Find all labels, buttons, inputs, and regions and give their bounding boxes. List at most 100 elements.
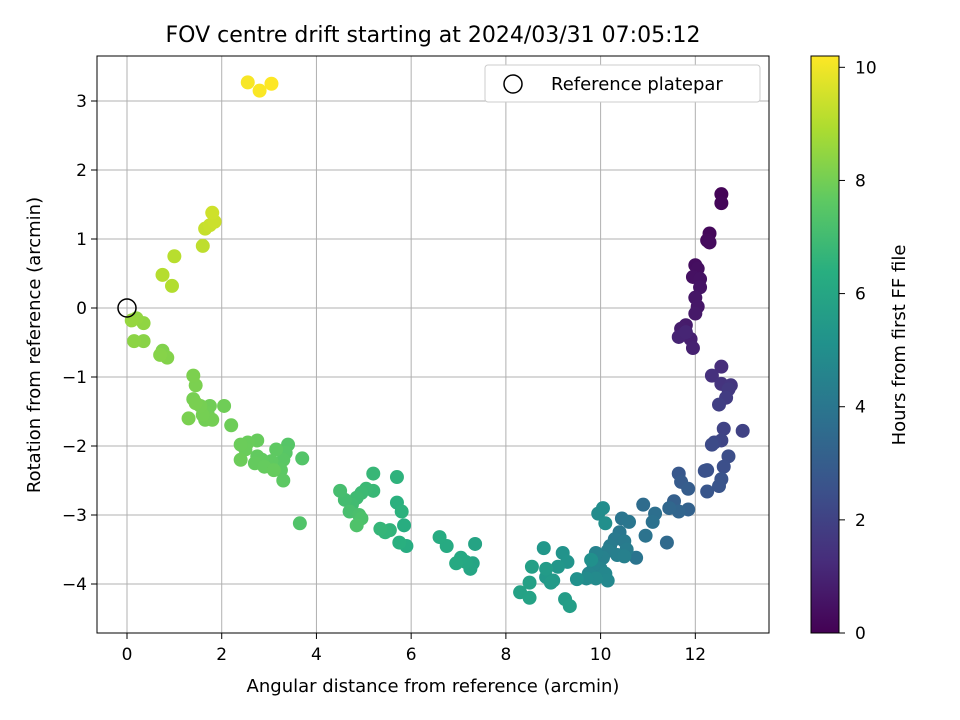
y-tick-label: −3 (62, 506, 87, 526)
data-point (678, 325, 693, 340)
data-point (295, 451, 310, 466)
data-point (164, 278, 179, 293)
x-axis-label: Angular distance from reference (arcmin) (247, 676, 620, 697)
data-point (735, 423, 750, 438)
data-point (636, 497, 651, 512)
chart-title: FOV centre drift starting at 2024/03/31 … (166, 23, 701, 48)
data-point (524, 559, 539, 574)
data-point (153, 347, 168, 362)
legend-entry: Reference platepar (551, 74, 723, 95)
x-tick-label: 8 (500, 645, 511, 665)
x-tick-label: 10 (590, 645, 612, 665)
data-point (704, 437, 719, 452)
data-point (276, 473, 291, 488)
data-point (205, 205, 220, 220)
data-point (292, 516, 307, 531)
data-point (389, 470, 404, 485)
data-point (712, 479, 726, 494)
x-tick-label: 6 (406, 645, 417, 665)
data-point (622, 514, 637, 529)
y-tick-label: −4 (62, 575, 87, 595)
data-point (394, 504, 409, 519)
data-point (700, 484, 715, 499)
legend: Reference platepar (484, 64, 761, 103)
colorbar-tick-label: 8 (855, 171, 866, 191)
grid-lines (97, 56, 769, 633)
data-point (716, 459, 731, 474)
data-point (681, 481, 696, 496)
data-point (543, 575, 558, 590)
data-points (124, 75, 750, 614)
y-tick-label: 0 (76, 299, 87, 319)
x-tick-label: 0 (122, 645, 133, 665)
colorbar (810, 55, 840, 634)
data-point (155, 267, 170, 282)
data-point (233, 437, 248, 452)
data-point (195, 238, 210, 253)
data-point (584, 552, 599, 567)
x-tick-label: 4 (311, 645, 322, 665)
data-point (685, 341, 700, 356)
data-point (449, 556, 464, 571)
legend-marker-icon (503, 74, 523, 94)
data-point (704, 368, 719, 383)
data-point (333, 483, 348, 498)
data-point (269, 442, 284, 457)
data-point (397, 518, 412, 533)
y-tick-label: 2 (76, 161, 87, 181)
data-point (224, 418, 239, 433)
data-point (127, 334, 142, 349)
x-tick-label: 12 (684, 645, 706, 665)
plot-frame (96, 55, 770, 634)
colorbar-label: Hours from first FF file (889, 245, 910, 446)
y-tick-label: −1 (62, 368, 87, 388)
data-point (716, 421, 731, 436)
data-point (550, 559, 565, 574)
data-point (522, 575, 537, 590)
data-point (522, 590, 537, 605)
y-axis-ticks: −4 −3 −2 −1 0 1 2 3 (62, 92, 97, 595)
colorbar-tick-label: 6 (855, 285, 866, 305)
data-point (373, 521, 388, 536)
data-point (697, 463, 712, 478)
data-point (638, 528, 653, 543)
data-point (598, 516, 613, 531)
data-point (468, 536, 483, 551)
legend-box (484, 64, 761, 103)
data-point (595, 501, 610, 516)
y-tick-label: −2 (62, 437, 87, 457)
data-point (645, 514, 660, 529)
colorbar-ticks: 0 2 4 6 8 10 (839, 58, 877, 644)
data-point (714, 359, 729, 374)
data-point (217, 398, 232, 413)
x-tick-label: 2 (216, 645, 227, 665)
data-point (688, 306, 703, 321)
x-axis-ticks: 0 2 4 6 8 10 12 (122, 633, 706, 665)
data-point (432, 530, 447, 545)
data-point (702, 235, 717, 250)
reference-platepar-marker (117, 298, 137, 318)
data-point (714, 196, 729, 211)
data-point (167, 249, 182, 264)
colorbar-tick-label: 2 (855, 511, 866, 531)
data-point (536, 541, 551, 556)
data-point (629, 550, 644, 565)
data-point (600, 573, 615, 588)
data-point (233, 452, 248, 467)
data-point (349, 518, 364, 533)
y-axis-label: Rotation from reference (arcmin) (24, 197, 45, 493)
data-point (181, 411, 196, 426)
data-point (188, 396, 203, 411)
data-point (539, 561, 554, 576)
y-tick-label: 1 (76, 230, 87, 250)
data-point (240, 75, 255, 90)
data-point (392, 535, 407, 550)
data-point (712, 397, 726, 412)
data-point (617, 549, 632, 564)
data-point (569, 572, 584, 587)
colorbar-tick-label: 0 (855, 624, 866, 644)
y-tick-label: 3 (76, 92, 87, 112)
data-point (186, 368, 201, 383)
colorbar-tick-label: 4 (855, 398, 866, 418)
